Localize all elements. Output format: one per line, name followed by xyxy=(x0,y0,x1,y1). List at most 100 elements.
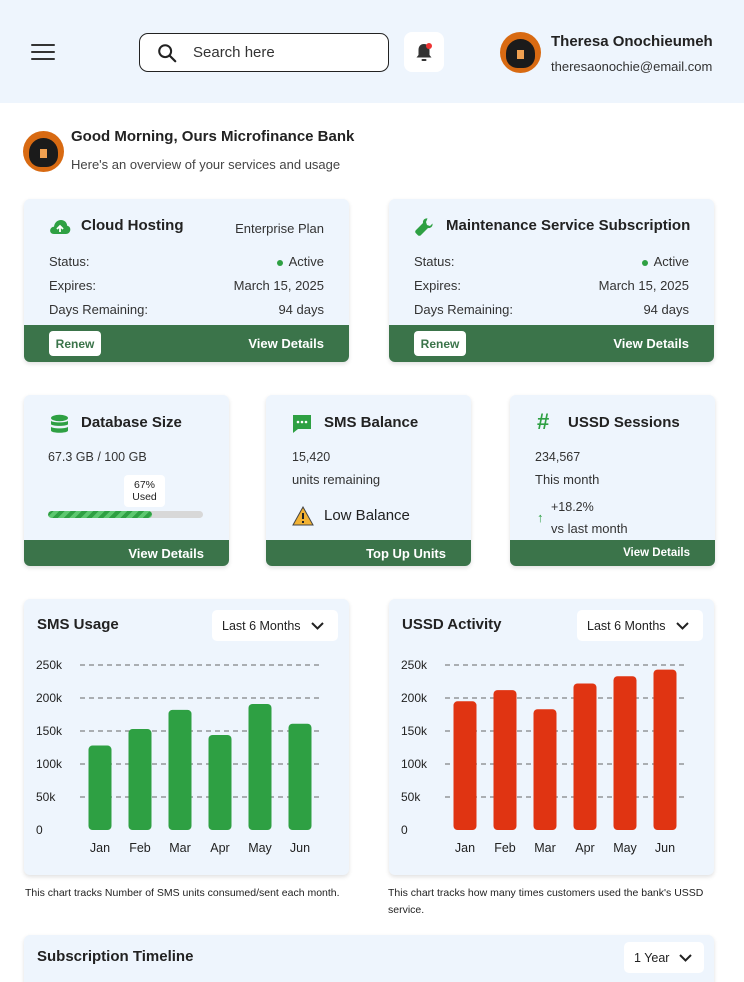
greeting-title: Good Morning, Ours Microfinance Bank xyxy=(71,128,355,145)
sms-usage-bar[interactable] xyxy=(128,729,152,830)
user-email: theresaonochie@email.com xyxy=(551,59,713,74)
sms-usage-bar[interactable] xyxy=(208,734,232,830)
sms-usage-title: SMS Usage xyxy=(37,616,119,633)
database-size-card: Database Size 67.3 GB / 100 GB 67% Used … xyxy=(24,395,229,566)
view-details-button[interactable]: View Details xyxy=(613,336,689,351)
sms-usage-x-tick-label: Jun xyxy=(290,841,310,855)
ussd-activity-x-tick-label: Jun xyxy=(655,841,675,855)
sms-usage-y-tick-label: 250k xyxy=(36,658,63,672)
ussd-activity-chart-card: USSD Activity Last 6 Months 0 50k 100k 150k… xyxy=(389,599,714,875)
sms-usage-x-tick-label: Feb xyxy=(129,841,151,855)
search-input[interactable]: Search here xyxy=(193,44,275,61)
usage-used-label: Used xyxy=(132,491,157,503)
ussd-activity-x-tick-label: Feb xyxy=(494,841,516,855)
ussd-sessions-card: # USSD Sessions 234,567 This month ↑ +18… xyxy=(510,395,715,566)
warning-icon xyxy=(292,506,314,526)
usage-progress-bar xyxy=(48,511,203,518)
card-footer: View Details xyxy=(510,540,715,566)
sms-usage-bar[interactable] xyxy=(288,723,312,830)
status-value: Active xyxy=(641,254,689,269)
ussd-activity-chart: 0 50k 100k 150k 200k 250k Jan Feb Mar Apr May Jun xyxy=(401,658,685,855)
ussd-range-value: Last 6 Months xyxy=(587,618,666,633)
maintenance-card: Maintenance Service Subscription Status:… xyxy=(389,199,714,362)
ussd-activity-x-tick-label: Jan xyxy=(455,841,475,855)
sms-usage-y-tick-label: 0 xyxy=(36,823,43,837)
search-box[interactable]: Search here xyxy=(139,33,389,72)
renew-button[interactable]: Renew xyxy=(49,331,101,356)
status-label: Status: xyxy=(49,254,90,269)
database-icon xyxy=(51,414,68,433)
ussd-activity-bar[interactable] xyxy=(533,709,557,830)
view-details-button[interactable]: View Details xyxy=(623,547,690,559)
days-value: 94 days xyxy=(643,302,689,317)
view-details-button[interactable]: View Details xyxy=(248,336,324,351)
bell-icon xyxy=(416,43,432,61)
sms-usage-chart: 0 50k 100k 150k 200k 250k Jan Feb Mar Apr May Jun xyxy=(36,658,320,855)
card-footer: View Details xyxy=(24,540,229,566)
timeline-range-dropdown[interactable]: 1 Year xyxy=(624,942,704,973)
ussd-activity-bar[interactable] xyxy=(653,669,677,830)
ussd-activity-y-tick-label: 50k xyxy=(401,790,421,804)
ussd-activity-y-tick-label: 200k xyxy=(401,691,428,705)
cloud-hosting-card: Cloud Hosting Enterprise Plan Status: Ac… xyxy=(24,199,349,362)
database-usage: 67.3 GB / 100 GB xyxy=(48,450,147,464)
ussd-range-dropdown[interactable]: Last 6 Months xyxy=(577,610,703,641)
trend-up-icon: ↑ xyxy=(537,510,544,525)
timeline-range-value: 1 Year xyxy=(634,950,670,965)
maintenance-title: Maintenance Service Subscription xyxy=(446,217,691,234)
expires-label: Expires: xyxy=(414,278,461,293)
ussd-activity-x-tick-label: Mar xyxy=(534,841,556,855)
sms-usage-y-tick-label: 200k xyxy=(36,691,63,705)
subscription-timeline-card: Subscription Timeline 1 Year xyxy=(24,935,714,982)
usage-percent: 67% xyxy=(133,479,155,491)
days-value: 94 days xyxy=(278,302,324,317)
status-dot xyxy=(276,259,283,266)
expires-value: March 15, 2025 xyxy=(233,278,324,293)
ussd-sessions-title: USSD Sessions xyxy=(568,414,680,431)
top-up-button[interactable]: Top Up Units xyxy=(366,546,446,561)
renew-button[interactable]: Renew xyxy=(414,331,466,356)
cloud-upload-icon xyxy=(50,220,71,234)
ussd-activity-bar[interactable] xyxy=(613,676,637,830)
ussd-activity-caption: This chart tracks how many times custome… xyxy=(388,887,704,916)
status-value: Active xyxy=(276,254,324,269)
top-bar: Search here Theresa Onochieumeh theresao… xyxy=(0,0,744,103)
sms-usage-x-tick-label: May xyxy=(248,841,272,855)
chevron-down-icon xyxy=(679,953,693,962)
sms-usage-bar[interactable] xyxy=(88,745,112,830)
ussd-activity-bar[interactable] xyxy=(453,701,477,830)
ussd-activity-y-tick-label: 150k xyxy=(401,724,428,738)
ussd-activity-bar[interactable] xyxy=(573,683,597,830)
menu-icon[interactable] xyxy=(31,44,55,62)
status-dot xyxy=(641,259,648,266)
sms-usage-bar[interactable] xyxy=(168,709,192,830)
database-title: Database Size xyxy=(81,414,182,431)
sms-range-dropdown[interactable]: Last 6 Months xyxy=(212,610,338,641)
notification-button[interactable] xyxy=(404,32,444,72)
card-footer: Renew View Details xyxy=(24,325,349,362)
sms-value: 15,420 xyxy=(292,450,331,464)
user-avatar[interactable] xyxy=(500,32,541,73)
sms-balance-title: SMS Balance xyxy=(324,414,419,431)
expires-label: Expires: xyxy=(49,278,96,293)
sms-usage-x-tick-label: Mar xyxy=(169,841,191,855)
sms-range-value: Last 6 Months xyxy=(222,618,301,633)
sms-usage-bar[interactable] xyxy=(248,703,272,830)
cloud-plan: Enterprise Plan xyxy=(235,221,324,236)
ussd-activity-bar[interactable] xyxy=(493,690,517,830)
sms-usage-y-tick-label: 150k xyxy=(36,724,63,738)
sms-usage-caption: This chart tracks Number of SMS units co… xyxy=(25,887,340,899)
status-label: Status: xyxy=(414,254,455,269)
view-details-button[interactable]: View Details xyxy=(128,546,204,561)
wrench-icon xyxy=(415,218,433,236)
ussd-activity-y-tick-label: 0 xyxy=(401,823,408,837)
sms-usage-chart-card: SMS Usage Last 6 Months 0 50k 100k 150k 200k… xyxy=(24,599,349,875)
timeline-title: Subscription Timeline xyxy=(37,948,194,965)
card-footer: Renew View Details xyxy=(389,325,714,362)
low-balance-warning: Low Balance xyxy=(324,507,410,524)
bank-logo xyxy=(23,131,64,172)
usage-progress-fill xyxy=(48,511,152,518)
sms-usage-y-tick-label: 100k xyxy=(36,757,63,771)
search-icon xyxy=(158,43,177,62)
chat-icon xyxy=(293,415,311,433)
